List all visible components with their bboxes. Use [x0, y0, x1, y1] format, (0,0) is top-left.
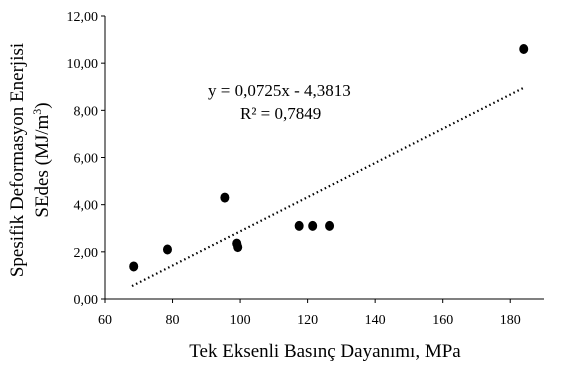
data-point: [129, 261, 139, 272]
r-squared-label: R² = 0,7849: [240, 104, 321, 123]
data-point: [233, 242, 243, 253]
x-tick-label: 140: [365, 313, 386, 328]
x-tick-label: 120: [297, 313, 318, 328]
x-tick-label: 80: [166, 313, 180, 328]
data-point: [308, 220, 318, 231]
y-axis-title-line2-main: SEdes (MJ/m: [32, 114, 53, 217]
y-tick-label: 2,00: [74, 246, 99, 261]
data-points: [129, 44, 529, 272]
y-axis-title-line1: Spesifik Deformasyon Enerjisi: [7, 43, 28, 277]
trendline-equation: y = 0,0725x - 4,3813: [208, 81, 351, 100]
data-point: [162, 244, 172, 255]
x-tick-label: 100: [230, 313, 251, 328]
x-axis-title: Tek Eksenli Basınç Dayanımı, MPa: [189, 341, 461, 362]
data-point: [519, 44, 529, 55]
y-ticks: 0,00 2,00 4,00 6,00 8,00 10,00 12,00: [67, 10, 105, 308]
data-point: [294, 220, 304, 231]
y-tick-label: 12,00: [67, 10, 99, 25]
x-ticks: 60 80 100 120 140 160 180: [98, 299, 521, 328]
y-tick-label: 0,00: [74, 293, 99, 308]
y-tick-label: 10,00: [67, 57, 99, 72]
y-axis-title-superscript: 3: [30, 109, 44, 115]
data-point: [220, 192, 230, 203]
x-tick-label: 160: [432, 313, 453, 328]
y-tick-label: 6,00: [74, 152, 99, 167]
y-tick-label: 4,00: [74, 199, 99, 214]
x-tick-label: 60: [98, 313, 112, 328]
data-point: [325, 220, 335, 231]
trendline: [131, 86, 525, 288]
x-tick-label: 180: [500, 313, 521, 328]
y-axis-title-close: ): [32, 102, 53, 108]
y-axis-title-line2: SEdes (MJ/m3): [30, 102, 53, 217]
y-tick-label: 8,00: [74, 104, 99, 119]
